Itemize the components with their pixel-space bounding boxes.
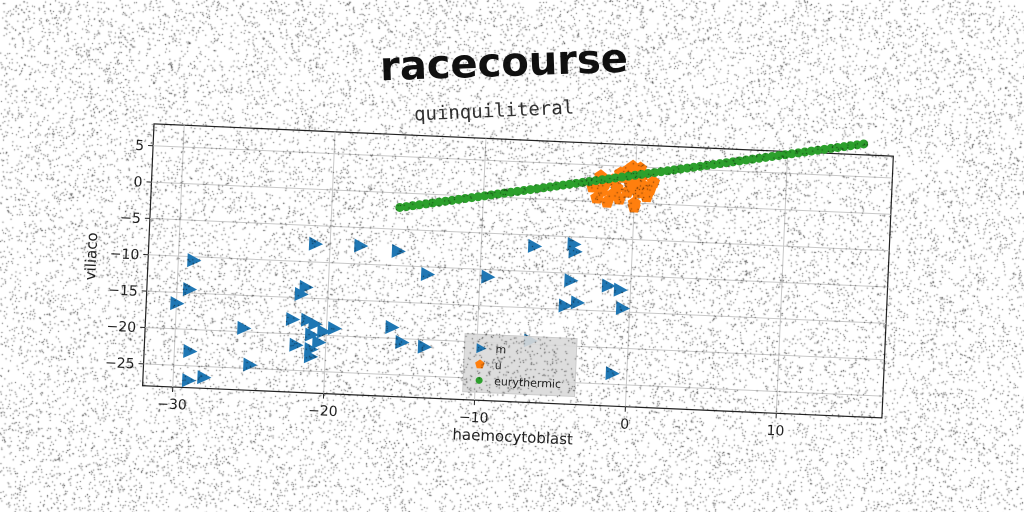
legend-label: u [495, 359, 503, 372]
x-axis-label: haemocytoblast [452, 425, 573, 448]
x-tick-label: −10 [459, 409, 489, 426]
y-tick-label: 0 [133, 174, 143, 190]
x-tick-label: 10 [766, 423, 785, 440]
y-tick-label: −15 [108, 282, 138, 299]
y-tick-label: −5 [120, 210, 141, 227]
chart-title: racecourse [379, 35, 629, 91]
legend-label: m [495, 343, 506, 356]
y-tick-label: −20 [106, 319, 136, 336]
y-tick-label: −10 [109, 246, 139, 263]
y-tick-label: −25 [105, 355, 135, 372]
x-tick-label: −30 [157, 396, 187, 413]
y-tick-label: 5 [135, 138, 145, 154]
y-axis-label: viliaco [81, 232, 101, 281]
x-tick-label: −20 [308, 403, 338, 420]
x-tick-label: 0 [620, 417, 630, 433]
